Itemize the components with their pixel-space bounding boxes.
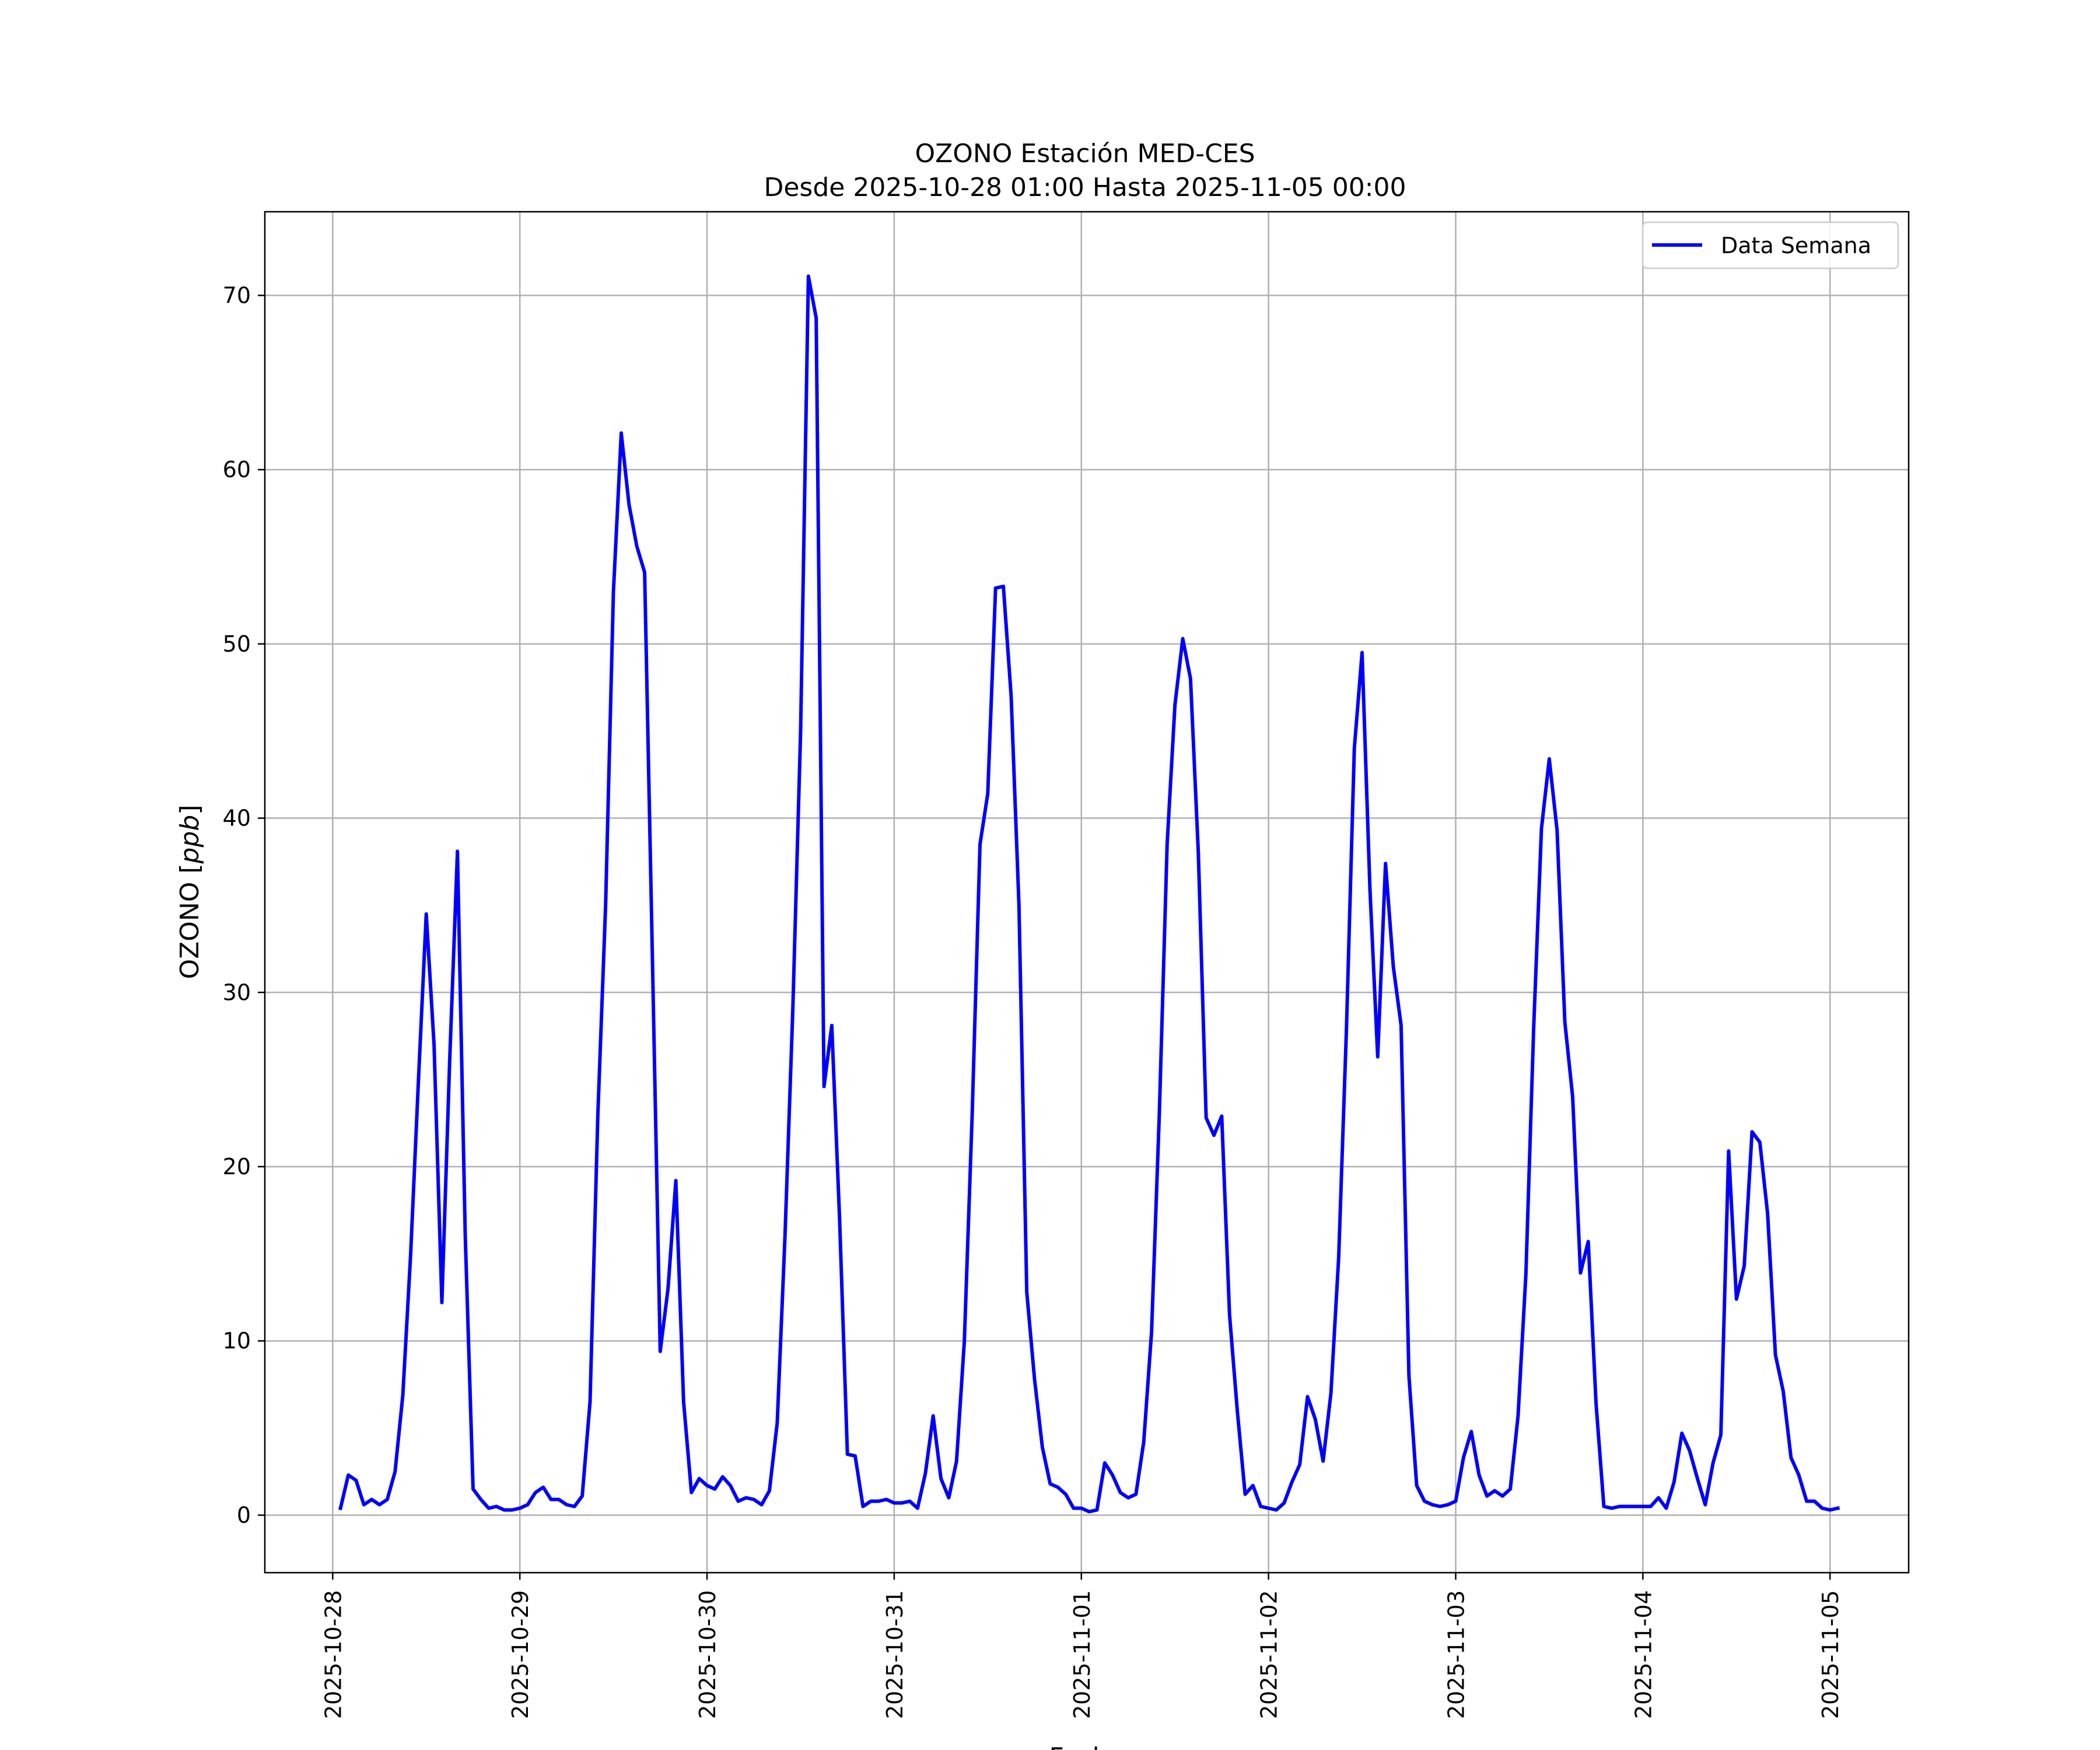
x-tick-label: 2025-10-31 xyxy=(882,1590,908,1719)
y-tick-label: 10 xyxy=(223,1328,251,1354)
x-tick-label: 2025-11-03 xyxy=(1443,1590,1469,1719)
legend-label: Data Semana xyxy=(1721,233,1871,258)
x-tick-label: 2025-10-30 xyxy=(695,1590,720,1719)
y-tick-label: 30 xyxy=(223,979,251,1005)
x-tick-label: 2025-10-29 xyxy=(508,1590,533,1719)
legend-box xyxy=(1642,221,1899,270)
y-axis-label: OZONO [ppb] xyxy=(175,804,205,979)
grid-lines xyxy=(265,212,1909,1573)
y-tick-label: 50 xyxy=(223,631,251,657)
y-axis-label-prefix: OZONO [ xyxy=(175,863,205,979)
y-tick-label: 0 xyxy=(237,1502,251,1528)
x-tick-label: 2025-10-28 xyxy=(320,1590,346,1719)
plot-area-frame xyxy=(264,211,1910,1574)
y-tick-label: 20 xyxy=(223,1154,251,1180)
x-tick-label: 2025-11-01 xyxy=(1069,1590,1095,1719)
x-tick-label: 2025-11-02 xyxy=(1256,1590,1282,1719)
y-axis-ticks: 0 10 20 30 40 50 60 70 xyxy=(223,282,265,1528)
y-tick-label: 70 xyxy=(223,282,251,308)
x-tick-label: 2025-11-05 xyxy=(1818,1590,1843,1719)
x-axis-label: Fecha xyxy=(1049,1742,1124,1750)
y-tick-label: 40 xyxy=(223,806,251,831)
chart-title: OZONO Estación MED-CES xyxy=(915,139,1255,169)
legend: Data Semana xyxy=(1642,221,1899,270)
chart-subtitle: Desde 2025-10-28 01:00 Hasta 2025-11-05 … xyxy=(764,173,1406,202)
series-line-data-semana xyxy=(338,274,1840,1514)
y-axis-label-suffix: ] xyxy=(175,804,205,814)
x-axis-ticks: 2025-10-28 2025-10-29 2025-10-30 2025-10-31… xyxy=(320,1573,1843,1719)
y-axis-label-unit: ppb xyxy=(175,815,205,864)
x-tick-label: 2025-11-04 xyxy=(1630,1590,1656,1719)
y-tick-label: 60 xyxy=(223,457,251,482)
